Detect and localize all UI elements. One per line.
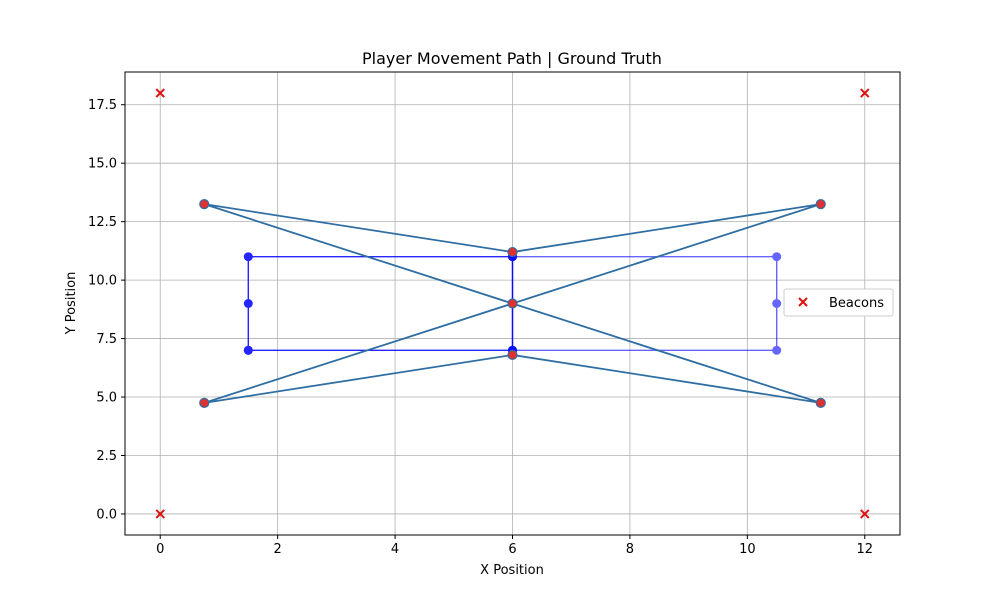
path-point (507, 298, 518, 309)
path-point (507, 246, 518, 258)
legend-box (783, 288, 894, 317)
y-tick-label: 15.0 (88, 157, 117, 172)
axis-ticks: 0 2 4 6 8 10 12 0.0 2.5 5.0 7.5 10.0 12.5 15.0 17.5 (88, 98, 873, 557)
x-tick-label: 12 (856, 542, 873, 557)
y-tick-label: 5.0 (96, 391, 117, 406)
x-tick-label: 10 (739, 542, 756, 557)
x-tick-label: 2 (274, 542, 282, 557)
x-tick-label: 0 (156, 542, 164, 557)
x-axis-label: X Position (480, 563, 544, 578)
plot-series (155, 88, 870, 519)
path-point (243, 252, 253, 262)
path-point (772, 252, 782, 262)
path-series (199, 199, 826, 408)
y-axis-label: Y Position (64, 272, 79, 336)
y-tick-label: 7.5 (96, 332, 117, 347)
beacon-point (155, 88, 165, 98)
path-point (243, 299, 253, 308)
beacon-mark (860, 88, 870, 98)
path-point (507, 349, 518, 361)
beacon-mark (860, 509, 870, 519)
x-tick-label: 6 (508, 542, 516, 557)
path-point (199, 199, 210, 210)
path-point (772, 299, 782, 308)
beacon-point (860, 88, 870, 98)
beacon-mark (155, 88, 165, 98)
legend-beacon-marker (798, 297, 808, 307)
y-tick-label: 17.5 (88, 98, 117, 113)
beacon-point (155, 509, 165, 519)
beacon-point (860, 509, 870, 519)
y-tick-label: 2.5 (96, 449, 117, 464)
y-tick-label: 10.0 (88, 274, 117, 289)
y-tick-label: 0.0 (96, 507, 117, 522)
legend-label-beacons: Beacons (829, 296, 884, 311)
legend: Beacons (783, 288, 894, 317)
chart-title: Player Movement Path | Ground Truth (362, 49, 662, 68)
path-point (243, 345, 253, 355)
path-point (815, 199, 826, 210)
x-tick-label: 4 (391, 542, 399, 557)
y-tick-label: 12.5 (88, 215, 117, 230)
beacon-mark (155, 509, 165, 519)
x-tick-label: 8 (626, 542, 634, 557)
beacon-series (155, 88, 870, 519)
path-point (815, 397, 826, 408)
path-point (772, 345, 782, 355)
path-point (199, 397, 210, 408)
